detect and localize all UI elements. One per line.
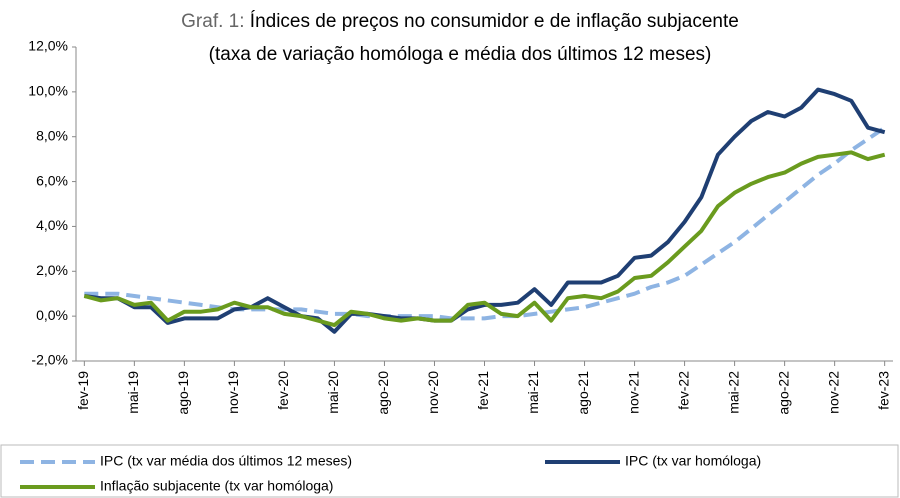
x-tick-label: ago-19 — [175, 371, 191, 415]
x-tick-label: nov-20 — [425, 371, 441, 414]
x-tick-label: ago-21 — [575, 371, 591, 415]
y-tick-label: 0,0% — [36, 307, 68, 323]
legend-label: IPC (tx var homóloga) — [625, 453, 761, 469]
x-tick-label: fev-19 — [75, 371, 91, 410]
legend-label: IPC (tx var média dos últimos 12 meses) — [100, 453, 352, 469]
y-tick-label: 12,0% — [28, 38, 68, 54]
x-tick-label: mai-20 — [325, 371, 341, 414]
x-tick-label: fev-21 — [475, 371, 491, 410]
y-tick-label: -2,0% — [31, 352, 68, 368]
title-number: Graf. 1: — [181, 11, 244, 32]
x-tick-label: nov-22 — [825, 371, 841, 414]
x-tick-label: mai-19 — [125, 371, 141, 414]
x-tick-label: mai-22 — [725, 371, 741, 414]
legend-label: Inflação subjacente (tx var homóloga) — [100, 478, 333, 494]
x-tick-label: fev-22 — [675, 371, 691, 410]
series-line — [84, 126, 886, 321]
title-text: Índices de preços no consumidor e de inf… — [250, 11, 739, 32]
y-tick-label: 8,0% — [36, 127, 68, 143]
x-tick-label: fev-20 — [275, 371, 291, 410]
series-line — [84, 87, 886, 334]
y-tick-label: 10,0% — [28, 83, 68, 99]
legend-box — [0, 444, 899, 498]
series-line — [83, 150, 886, 328]
x-tick-label: nov-21 — [625, 371, 641, 414]
y-tick-label: 6,0% — [36, 172, 68, 188]
x-tick-label: ago-22 — [775, 371, 791, 415]
x-tick-label: ago-20 — [375, 371, 391, 415]
y-tick-label: 2,0% — [36, 262, 68, 278]
x-tick-label: mai-21 — [525, 371, 541, 414]
y-tick-label: 4,0% — [36, 217, 68, 233]
chart-title: Graf. 1: Índices de preços no consumidor… — [181, 11, 739, 32]
x-tick-label: nov-19 — [225, 371, 241, 414]
x-tick-label: fev-23 — [875, 371, 891, 410]
chart-subtitle: (taxa de variação homóloga e média dos ú… — [209, 44, 712, 65]
